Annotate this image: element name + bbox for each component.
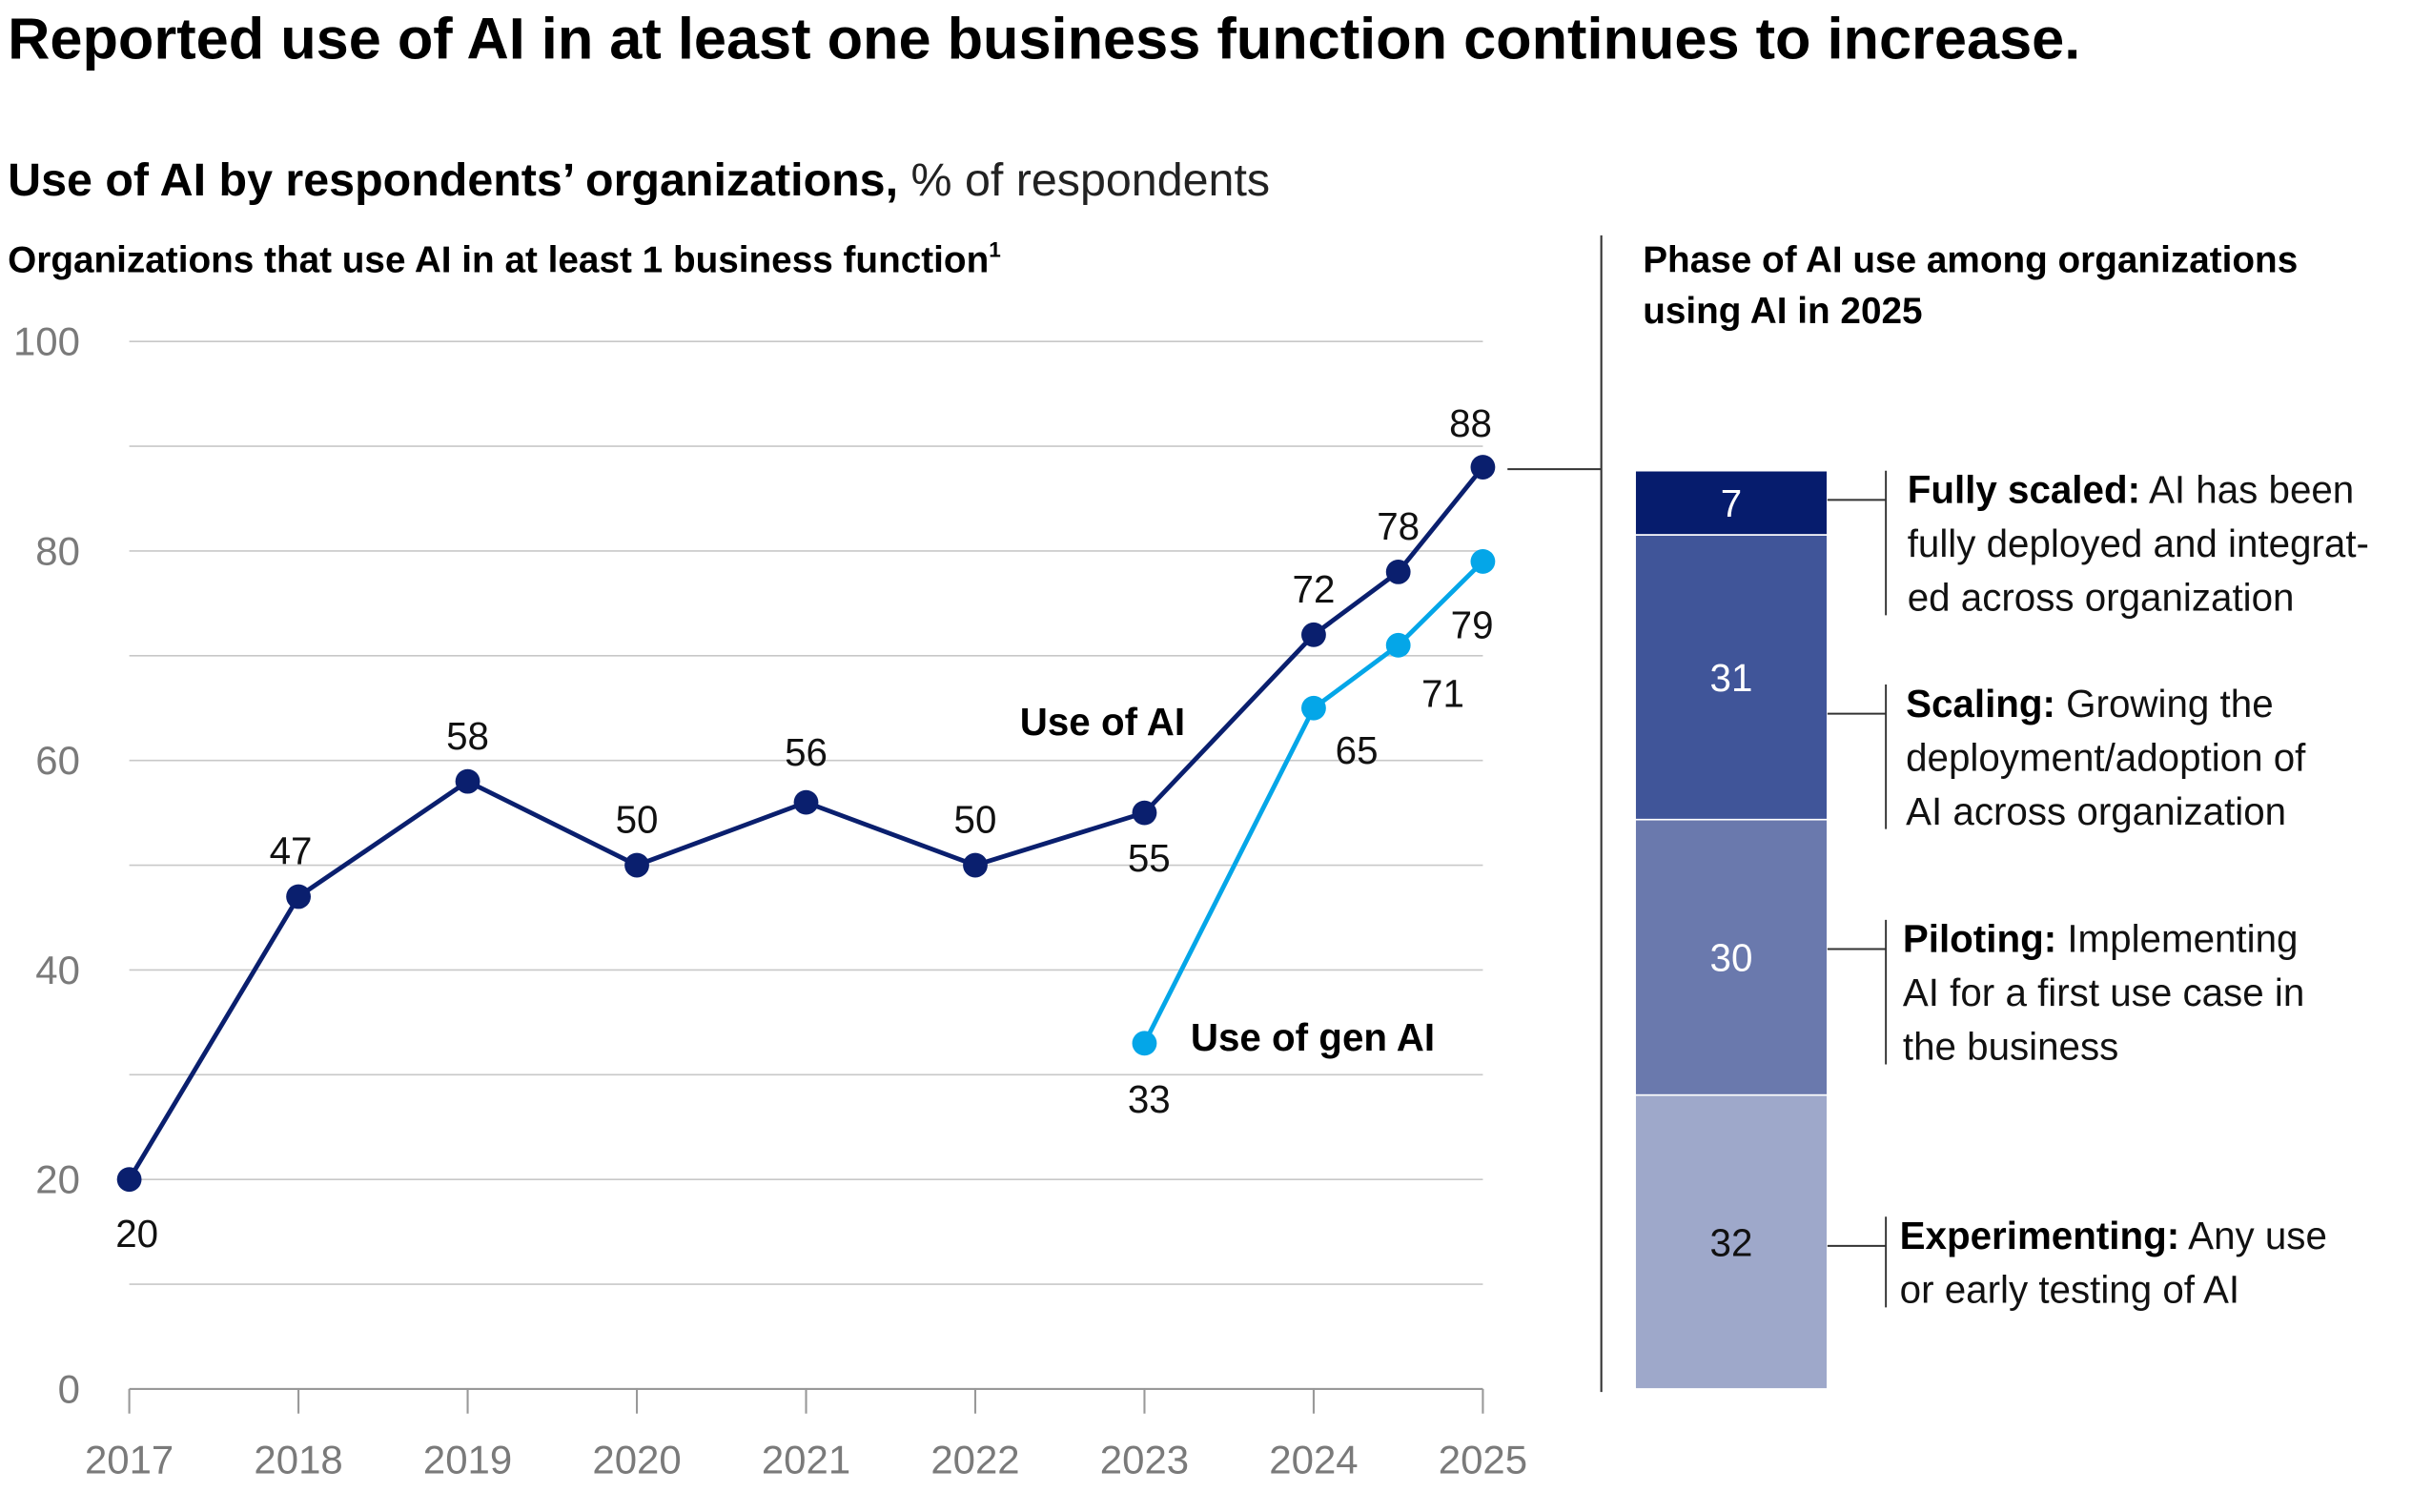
data-point <box>116 1167 142 1193</box>
x-tick-label: 2023 <box>1100 1438 1189 1482</box>
annotation-text: Fully scaled: AI has been fully deployed … <box>1908 468 2369 620</box>
data-label: 58 <box>446 714 489 758</box>
data-label: 79 <box>1451 603 1494 647</box>
data-label: 20 <box>115 1212 158 1256</box>
data-label: 65 <box>1336 728 1379 772</box>
annotation-text: Experimenting: Any use or early testing o… <box>1900 1214 2327 1311</box>
x-tick-label: 2019 <box>423 1438 512 1482</box>
data-label: 50 <box>616 798 659 842</box>
subtitle-unit: % of respondents <box>898 154 1270 206</box>
x-tick-label: 2025 <box>1439 1438 1527 1482</box>
phase-description: Implementing <box>2056 917 2298 961</box>
line-chart-title-text: Organizations that use AI in at least 1 … <box>8 240 989 281</box>
data-point <box>455 768 480 794</box>
y-tick-label: 60 <box>35 738 80 783</box>
phase-description: AI for a first use case in <box>1903 971 2304 1014</box>
data-point <box>1301 695 1326 721</box>
data-label: 88 <box>1449 401 1492 445</box>
y-tick-label: 40 <box>35 948 80 992</box>
phase-name: Fully scaled: <box>1908 468 2140 512</box>
line-chart: 0 20 40 60 80 100 2017 2018 2019 2020 2021 2022 2023… <box>13 319 1527 1482</box>
data-point <box>286 884 311 909</box>
bar-segment <box>1634 469 1829 536</box>
phase-description: or early testing of AI <box>1900 1268 2239 1312</box>
x-tick-label: 2022 <box>930 1438 1019 1482</box>
data-point <box>1470 455 1496 480</box>
chart-subtitle: Use of AI by respondents’ organizations,… <box>8 154 1270 206</box>
data-point <box>793 789 819 815</box>
segment-label: 31 <box>1710 656 1753 700</box>
segment-label: 30 <box>1710 936 1753 980</box>
data-point <box>1385 559 1411 584</box>
x-tick-label: 2024 <box>1269 1438 1358 1482</box>
y-tick-label: 0 <box>58 1366 80 1411</box>
phase-name: Experimenting: <box>1900 1214 2180 1257</box>
phase-description: the business <box>1903 1025 2118 1069</box>
phase-description: AI has been <box>2140 468 2354 512</box>
x-tick-label: 2018 <box>254 1438 342 1482</box>
data-point <box>963 852 988 878</box>
segment-label: 32 <box>1710 1220 1753 1264</box>
phase-description: ed across organization <box>1908 576 2295 620</box>
data-label: 55 <box>1128 836 1171 880</box>
y-tick-label: 80 <box>35 528 80 573</box>
x-tick-label: 2020 <box>592 1438 681 1482</box>
bar-segment <box>1634 818 1829 1096</box>
phase-description: fully deployed and integrat- <box>1908 521 2369 565</box>
data-point <box>1301 622 1326 647</box>
phase-description: deployment/adoption of <box>1906 735 2306 779</box>
x-tick-label: 2021 <box>762 1438 850 1482</box>
phase-name: Piloting: <box>1903 917 2056 961</box>
data-label: 50 <box>954 798 997 842</box>
annotation-text: Scaling: Growing the deployment/adoption … <box>1906 682 2306 833</box>
data-point <box>624 852 649 878</box>
y-tick-label: 100 <box>13 319 80 364</box>
x-tick-label: 2017 <box>85 1438 174 1482</box>
phase-description: Growing the <box>2055 682 2274 725</box>
series-label: Use of AI <box>1020 700 1185 744</box>
data-point <box>1132 800 1157 826</box>
data-label: 78 <box>1377 504 1420 548</box>
line-chart-title: Organizations that use AI in at least 1 … <box>8 237 1001 280</box>
y-tick-label: 20 <box>35 1157 80 1202</box>
data-label: 71 <box>1421 671 1464 715</box>
chart-title: Reported use of AI in at least one busin… <box>8 5 2080 71</box>
bar-chart-title-line1: Phase of AI use among organizations <box>1643 240 2298 281</box>
phase-description: AI across organization <box>1906 789 2286 833</box>
data-label: 33 <box>1128 1077 1171 1121</box>
phase-description: Any use <box>2179 1214 2327 1257</box>
subtitle-bold: Use of AI by respondents’ organizations, <box>8 154 898 206</box>
stacked-bar-chart: 7 Fully scaled: AI has been fully deployed… <box>1634 468 2369 1390</box>
segment-label: 7 <box>1721 481 1742 525</box>
data-point <box>1385 632 1411 658</box>
series-label: Use of gen AI <box>1191 1015 1435 1059</box>
data-label: 47 <box>270 829 313 873</box>
series-line-ai <box>127 465 1485 1181</box>
footnote-marker: 1 <box>989 237 1001 261</box>
series-line-gen-ai <box>1142 560 1485 1045</box>
phase-name: Scaling: <box>1906 682 2055 725</box>
data-label: 56 <box>785 730 828 774</box>
bar-chart-title-line2: using AI in 2025 <box>1643 291 1922 332</box>
bar-segment <box>1634 534 1829 821</box>
data-point <box>1470 549 1496 574</box>
annotation-text: Piloting: Implementing AI for a first use… <box>1903 917 2304 1069</box>
data-point <box>1132 1031 1157 1056</box>
data-label: 72 <box>1293 567 1336 611</box>
bar-segment <box>1634 1093 1829 1390</box>
